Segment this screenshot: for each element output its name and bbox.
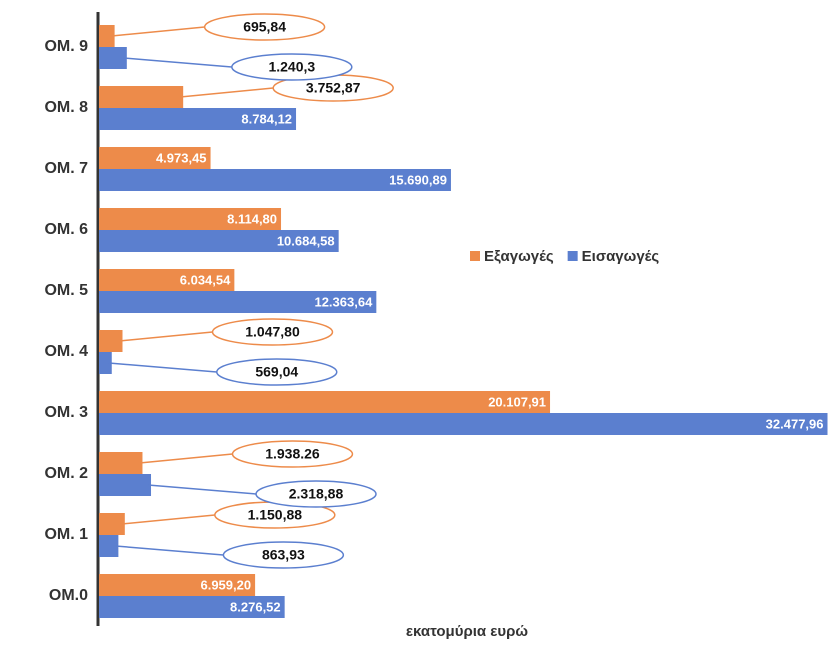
value-label: 32.477,96 xyxy=(766,416,824,431)
value-label: 1.240,3 xyxy=(268,59,315,75)
callout-line xyxy=(139,453,233,464)
callout-line xyxy=(115,545,224,556)
callout-bubble xyxy=(231,53,353,81)
callout-bubble xyxy=(222,541,345,569)
callout-bubble xyxy=(255,480,377,508)
callout-line xyxy=(121,514,215,525)
bar xyxy=(99,513,125,535)
bar xyxy=(99,352,112,374)
value-label: 3.752,87 xyxy=(306,80,361,96)
legend-label: Εισαγωγές xyxy=(582,248,660,265)
y-tick-label: ΟΜ. 1 xyxy=(44,526,88,543)
bar xyxy=(99,230,339,252)
bar xyxy=(99,147,211,169)
value-label: 569,04 xyxy=(255,364,298,380)
callout-bubble xyxy=(203,13,326,41)
value-label: 10.684,58 xyxy=(277,233,335,248)
value-label: 6.034,54 xyxy=(180,272,231,287)
callout-bubble xyxy=(231,440,354,468)
bar xyxy=(99,596,285,618)
y-tick-label: ΟΜ. 4 xyxy=(44,343,88,360)
value-label: 12.363,64 xyxy=(314,294,373,309)
bar xyxy=(99,208,282,230)
value-label: 8.114,80 xyxy=(227,211,277,226)
bar xyxy=(99,474,152,496)
bar xyxy=(99,330,123,352)
bar xyxy=(99,25,115,47)
value-label: 8.276,52 xyxy=(230,599,281,614)
callout-line xyxy=(147,484,257,495)
bar xyxy=(99,291,377,313)
y-tick-label: ΟΜ. 5 xyxy=(44,282,88,299)
bar xyxy=(99,452,143,474)
y-tick-label: ΟΜ.0 xyxy=(49,587,88,604)
bar xyxy=(99,108,297,130)
callout-line xyxy=(108,362,217,373)
value-label: 6.959,20 xyxy=(200,577,251,592)
callout-bubble xyxy=(211,318,334,346)
bar xyxy=(99,47,127,69)
value-label: 4.973,45 xyxy=(156,150,207,165)
bar xyxy=(99,535,119,557)
bar xyxy=(99,169,451,191)
legend-swatch xyxy=(567,251,578,261)
legend-swatch xyxy=(470,251,480,261)
bar xyxy=(99,86,184,108)
y-tick-label: ΟΜ. 3 xyxy=(44,404,88,421)
value-label: 1.150,88 xyxy=(248,507,303,523)
bar xyxy=(99,413,828,435)
y-tick-label: ΟΜ. 8 xyxy=(44,99,88,116)
value-label: 1.938.26 xyxy=(265,446,320,462)
y-tick-label: ΟΜ. 9 xyxy=(44,38,88,55)
value-label: 1.047,80 xyxy=(245,324,300,340)
y-tick-label: ΟΜ. 2 xyxy=(44,465,88,482)
legend-label: Εξαγωγές xyxy=(484,248,554,265)
callout-line xyxy=(119,331,213,342)
value-label: 15.690,89 xyxy=(389,172,447,187)
value-label: 695,84 xyxy=(243,19,286,35)
bar xyxy=(99,574,256,596)
y-tick-label: ΟΜ. 7 xyxy=(44,160,88,177)
callout-line xyxy=(180,87,274,98)
x-axis-label: εκατομύρια ευρώ xyxy=(406,623,529,640)
bar xyxy=(99,269,235,291)
bar xyxy=(99,391,551,413)
callout-line xyxy=(123,57,232,68)
callout-line xyxy=(111,26,205,37)
value-label: 20.107,91 xyxy=(488,394,546,409)
callout-bubble xyxy=(216,358,338,386)
value-label: 8.784,12 xyxy=(241,111,292,126)
y-tick-label: ΟΜ. 6 xyxy=(44,221,88,238)
value-label: 863,93 xyxy=(262,547,305,563)
value-label: 2.318,88 xyxy=(289,486,344,502)
